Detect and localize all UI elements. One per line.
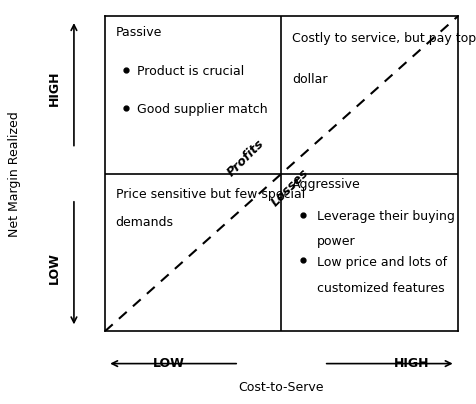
Text: Costly to service, but pay top: Costly to service, but pay top — [291, 32, 475, 45]
Text: Losses: Losses — [268, 166, 311, 209]
Text: Leverage their buying: Leverage their buying — [316, 210, 454, 223]
Text: Passive: Passive — [115, 25, 161, 39]
Text: LOW: LOW — [48, 252, 61, 284]
Text: HIGH: HIGH — [48, 71, 61, 106]
Text: Profits: Profits — [225, 137, 267, 179]
Text: Cost-to-Serve: Cost-to-Serve — [238, 381, 324, 394]
Text: Aggressive: Aggressive — [291, 177, 360, 191]
Text: customized features: customized features — [316, 282, 444, 295]
Text: HIGH: HIGH — [394, 357, 429, 370]
Text: Good supplier match: Good supplier match — [137, 103, 267, 116]
Text: Net Margin Realized: Net Margin Realized — [8, 111, 21, 237]
Text: Price sensitive but few special: Price sensitive but few special — [115, 188, 304, 201]
Text: Product is crucial: Product is crucial — [137, 65, 243, 78]
Text: Low price and lots of: Low price and lots of — [316, 256, 446, 269]
Text: dollar: dollar — [291, 73, 327, 86]
Text: power: power — [316, 235, 355, 248]
Text: demands: demands — [115, 216, 173, 229]
Text: LOW: LOW — [152, 357, 184, 370]
